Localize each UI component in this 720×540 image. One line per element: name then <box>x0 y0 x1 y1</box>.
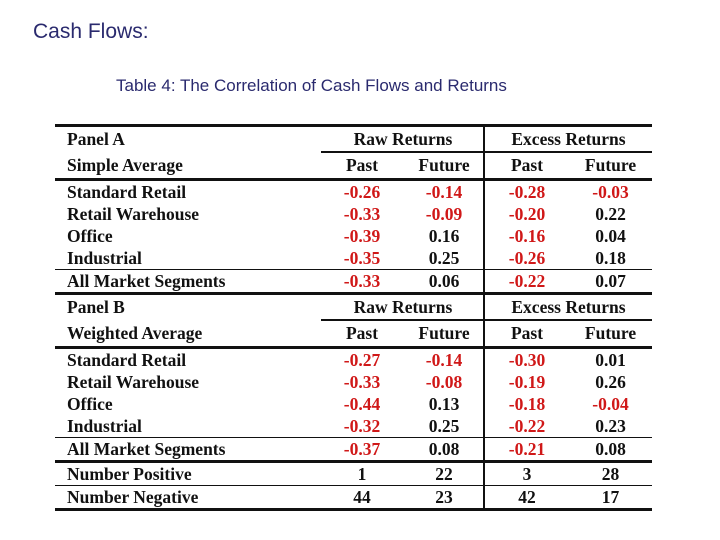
table-cell: 1 <box>357 463 367 484</box>
panel-a-subheader: Simple Average Past Future Past Future <box>55 153 652 178</box>
table-row: Standard Retail -0.27 -0.14 -0.30 0.01 <box>55 349 652 371</box>
table-row: Industrial -0.35 0.25 -0.26 0.18 <box>55 247 652 269</box>
row-label: Retail Warehouse <box>67 203 200 224</box>
column-header: Future <box>584 323 637 343</box>
table-cell: 0.06 <box>428 270 460 291</box>
column-header: Past <box>510 155 544 175</box>
table-cell: -0.04 <box>592 393 629 414</box>
table-row: Industrial -0.32 0.25 -0.22 0.23 <box>55 415 652 437</box>
table-row: All Market Segments -0.37 0.08 -0.21 0.08 <box>55 438 652 460</box>
correlation-table: Panel A Raw Returns Excess Returns Simpl… <box>55 124 652 511</box>
table-cell: -0.33 <box>343 203 381 224</box>
row-label: Industrial <box>67 415 142 436</box>
table-cell: -0.19 <box>508 371 546 392</box>
panel-a-excess-returns-header: Excess Returns <box>511 128 626 149</box>
row-label: All Market Segments <box>67 270 226 291</box>
table-cell: 22 <box>435 463 453 484</box>
table-cell: 0.23 <box>595 415 626 436</box>
table-cell: -0.16 <box>508 225 546 246</box>
panel-b-header: Panel B Raw Returns Excess Returns <box>55 295 652 319</box>
table-cell: 44 <box>353 486 371 507</box>
table-cell: 0.13 <box>428 393 460 414</box>
table-cell: 0.25 <box>428 415 460 436</box>
table-row: Retail Warehouse -0.33 -0.08 -0.19 0.26 <box>55 371 652 393</box>
table-row: Standard Retail -0.26 -0.14 -0.28 -0.03 <box>55 181 652 203</box>
column-header: Future <box>418 323 470 343</box>
panel-b-sub-label: Weighted Average <box>67 323 203 343</box>
table-cell: -0.27 <box>343 349 381 370</box>
table-cell: -0.21 <box>508 438 546 459</box>
row-label: All Market Segments <box>67 438 226 459</box>
row-label: Number Negative <box>67 486 199 507</box>
panel-b-excess-returns-header: Excess Returns <box>511 296 626 317</box>
table-row: Office -0.44 0.13 -0.18 -0.04 <box>55 393 652 415</box>
column-header: Future <box>584 155 637 175</box>
table-cell: -0.03 <box>592 181 629 202</box>
table-cell: -0.20 <box>508 203 546 224</box>
table-cell: -0.14 <box>425 349 463 370</box>
table-cell: -0.30 <box>508 349 546 370</box>
table-cell: -0.28 <box>508 181 546 202</box>
row-label: Retail Warehouse <box>67 371 200 392</box>
column-header: Past <box>345 323 379 343</box>
table-cell: 0.25 <box>428 247 460 268</box>
table-cell: 0.22 <box>595 203 626 224</box>
table-cell: 0.04 <box>595 225 626 246</box>
panel-a-raw-returns-header: Raw Returns <box>353 128 453 149</box>
table-cell: -0.39 <box>343 225 381 246</box>
table-cell: 3 <box>522 463 532 484</box>
row-label: Standard Retail <box>67 349 187 370</box>
table-cell: -0.22 <box>508 415 546 436</box>
panel-a-sub-label: Simple Average <box>67 155 183 175</box>
panel-a-label: Panel A <box>67 128 125 149</box>
column-header: Past <box>510 323 544 343</box>
column-header: Past <box>345 155 379 175</box>
table-cell: 0.07 <box>595 270 626 291</box>
table-cell: 0.08 <box>595 438 626 459</box>
table-cell: -0.14 <box>425 181 463 202</box>
table-cell: 0.08 <box>428 438 460 459</box>
table-cell: -0.44 <box>343 393 381 414</box>
table-cell: -0.32 <box>343 415 381 436</box>
table-cell: -0.22 <box>508 270 546 291</box>
table-cell: -0.09 <box>425 203 463 224</box>
row-label: Office <box>67 225 113 246</box>
table-row: Retail Warehouse -0.33 -0.09 -0.20 0.22 <box>55 203 652 225</box>
table-cell: -0.08 <box>425 371 463 392</box>
table-row: Office -0.39 0.16 -0.16 0.04 <box>55 225 652 247</box>
row-label: Office <box>67 393 113 414</box>
table-cell: -0.26 <box>343 181 381 202</box>
row-label: Number Positive <box>67 463 192 484</box>
table-cell: -0.35 <box>343 247 381 268</box>
table-cell: -0.18 <box>508 393 546 414</box>
table-cell: -0.33 <box>343 270 381 291</box>
table-cell: 0.26 <box>595 371 626 392</box>
table-row: Number Negative 44 23 42 17 <box>55 486 652 508</box>
row-label: Standard Retail <box>67 181 187 202</box>
slide-title: Cash Flows: <box>33 20 149 43</box>
table-cell: -0.33 <box>343 371 381 392</box>
panel-b-label: Panel B <box>67 296 125 317</box>
table-cell: 23 <box>435 486 453 507</box>
table-cell: 28 <box>601 463 620 484</box>
panel-a-header: Panel A Raw Returns Excess Returns <box>55 127 652 151</box>
table-cell: 0.18 <box>595 247 626 268</box>
table-cell: 0.16 <box>428 225 460 246</box>
row-label: Industrial <box>67 247 142 268</box>
table-cell: -0.37 <box>343 438 381 459</box>
table-cell: -0.26 <box>508 247 546 268</box>
column-header: Future <box>418 155 470 175</box>
panel-b-raw-returns-header: Raw Returns <box>353 296 453 317</box>
panel-b-subheader: Weighted Average Past Future Past Future <box>55 321 652 346</box>
table-cell: 0.01 <box>595 349 626 370</box>
table-row: All Market Segments -0.33 0.06 -0.22 0.07 <box>55 270 652 292</box>
table-caption: Table 4: The Correlation of Cash Flows a… <box>116 76 507 95</box>
table-cell: 17 <box>601 486 620 507</box>
table-row: Number Positive 1 22 3 28 <box>55 463 652 485</box>
table-cell: 42 <box>518 486 536 507</box>
